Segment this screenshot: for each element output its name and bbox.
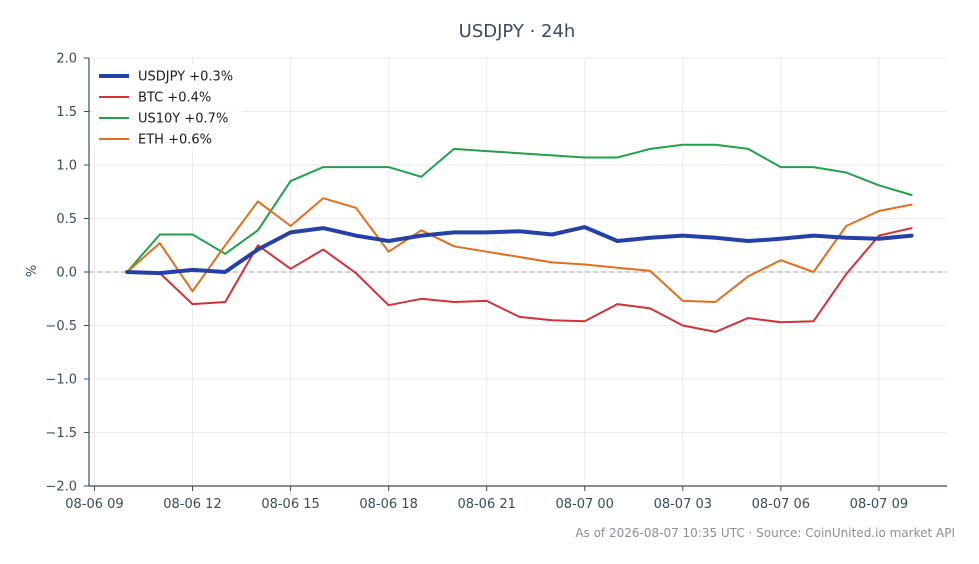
y-tick-label: −2.0 bbox=[45, 480, 77, 495]
y-tick-label: 0.5 bbox=[56, 212, 77, 227]
x-tick-label: 08-06 09 bbox=[65, 497, 123, 512]
axes: 2.0 1.5 1.0 0.5 0.0 −0.5 −1.0 −1.5 −2.0 08-06 09 0… bbox=[45, 52, 947, 512]
y-tick-label: 2.0 bbox=[56, 52, 77, 67]
y-tick-label: 1.0 bbox=[56, 159, 77, 174]
legend-label: ETH +0.6% bbox=[138, 133, 212, 148]
x-tick-label: 08-06 12 bbox=[163, 497, 221, 512]
x-tick-label: 08-07 00 bbox=[556, 497, 614, 512]
y-axis-label: % bbox=[25, 265, 40, 277]
legend-label: BTC +0.4% bbox=[138, 91, 211, 106]
legend: USDJPY +0.3% BTC +0.4% US10Y +0.7% ETH +0.6… bbox=[94, 64, 242, 150]
legend-label: US10Y +0.7% bbox=[138, 112, 228, 127]
x-tick-label: 08-06 18 bbox=[359, 497, 417, 512]
legend-label: USDJPY +0.3% bbox=[138, 70, 233, 85]
x-tick-label: 08-06 15 bbox=[261, 497, 319, 512]
source-footer: As of 2026-08-07 10:35 UTC · Source: Coi… bbox=[575, 526, 955, 540]
series-lines bbox=[125, 143, 914, 333]
series-line-btc bbox=[126, 227, 913, 333]
series-line-eth bbox=[126, 197, 913, 303]
chart-title: USDJPY · 24h bbox=[459, 21, 576, 42]
legend-box bbox=[94, 64, 242, 150]
y-tick-label: −1.0 bbox=[45, 373, 77, 388]
x-tick-label: 08-06 21 bbox=[457, 497, 515, 512]
series-line-us10y bbox=[126, 143, 913, 273]
x-tick-label: 08-07 03 bbox=[654, 497, 712, 512]
x-tick-label: 08-07 09 bbox=[850, 497, 908, 512]
y-tick-label: −0.5 bbox=[45, 319, 77, 334]
x-tick-label: 08-07 06 bbox=[752, 497, 810, 512]
series-line-usdjpy bbox=[125, 225, 914, 276]
y-tick-label: 1.5 bbox=[56, 105, 77, 120]
y-tick-label: 0.0 bbox=[56, 266, 77, 281]
y-tick-label: −1.5 bbox=[45, 426, 77, 441]
